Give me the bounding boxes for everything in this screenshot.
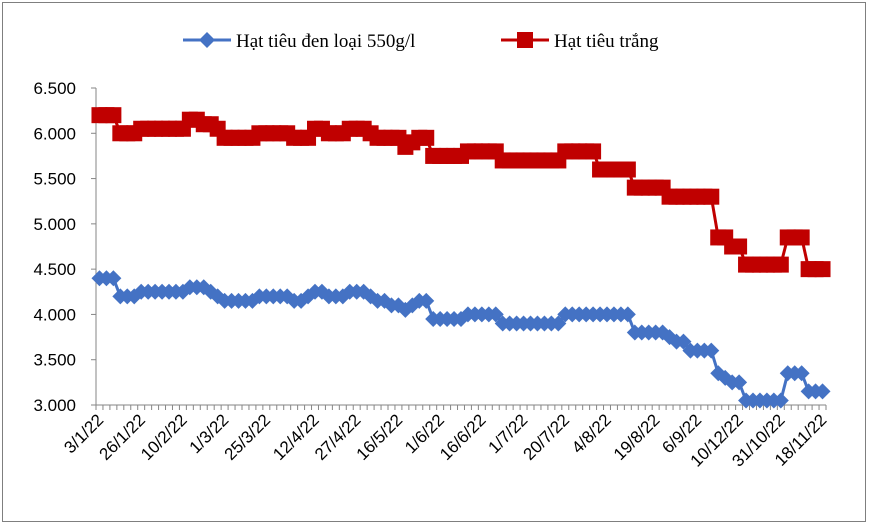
- data-point: [814, 261, 831, 278]
- data-point: [731, 238, 748, 255]
- data-point: [814, 383, 831, 400]
- legend-marker-white-pepper: [517, 32, 533, 48]
- x-tick-label: 26/1/22: [95, 410, 149, 464]
- data-point: [772, 256, 789, 273]
- x-tick-label: 4/8/22: [568, 410, 615, 457]
- y-tick-label: 6.500: [33, 79, 76, 98]
- y-tick-label: 4.500: [33, 260, 76, 279]
- y-axis: 3.000 3.500 4.000 4.500 5.000 5.500 6.000 6.500: [33, 79, 97, 415]
- data-point: [793, 365, 810, 382]
- x-tick-label: 16/6/22: [436, 410, 490, 464]
- x-tick-label: 10/2/22: [137, 410, 191, 464]
- x-axis: 3/1/2226/1/2210/2/221/3/2225/3/2212/4/22…: [60, 404, 830, 471]
- data-point: [703, 188, 720, 205]
- series-black-pepper: [91, 270, 831, 409]
- x-tick-label: 27/4/22: [311, 410, 365, 464]
- data-point: [619, 306, 636, 323]
- plot-area: [91, 107, 831, 409]
- data-point: [731, 374, 748, 391]
- y-tick-label: 3.000: [33, 396, 76, 415]
- legend-item-white-pepper: Hạt tiêu trắng: [501, 31, 659, 52]
- data-point: [105, 270, 122, 287]
- data-point: [487, 306, 504, 323]
- y-tick-label: 5.500: [33, 170, 76, 189]
- data-point: [772, 392, 789, 409]
- y-tick-label: 5.000: [33, 215, 76, 234]
- data-point: [793, 229, 810, 246]
- x-tick-label: 25/3/22: [221, 410, 275, 464]
- data-point: [418, 129, 435, 146]
- y-tick-label: 3.500: [33, 351, 76, 370]
- data-point: [585, 143, 602, 160]
- x-tick-label: 12/4/22: [269, 410, 323, 464]
- legend: Hạt tiêu đen loại 550g/l Hạt tiêu trắng: [183, 31, 659, 52]
- data-point: [418, 292, 435, 309]
- legend-item-black-pepper: Hạt tiêu đen loại 550g/l: [183, 31, 415, 52]
- x-tick-label: 19/8/22: [610, 410, 664, 464]
- data-point: [703, 342, 720, 359]
- legend-label-black-pepper: Hạt tiêu đen loại 550g/l: [236, 31, 415, 52]
- data-point: [619, 161, 636, 178]
- data-point: [550, 315, 567, 332]
- series-white-pepper: [91, 107, 831, 278]
- x-tick-label: 20/7/22: [520, 410, 574, 464]
- y-tick-label: 4.000: [33, 305, 76, 324]
- x-tick-label: 16/5/22: [353, 410, 407, 464]
- legend-marker-black-pepper: [199, 32, 215, 48]
- legend-label-white-pepper: Hạt tiêu trắng: [554, 31, 659, 52]
- data-point: [675, 333, 692, 350]
- data-point: [105, 107, 122, 124]
- y-tick-label: 6.000: [33, 124, 76, 143]
